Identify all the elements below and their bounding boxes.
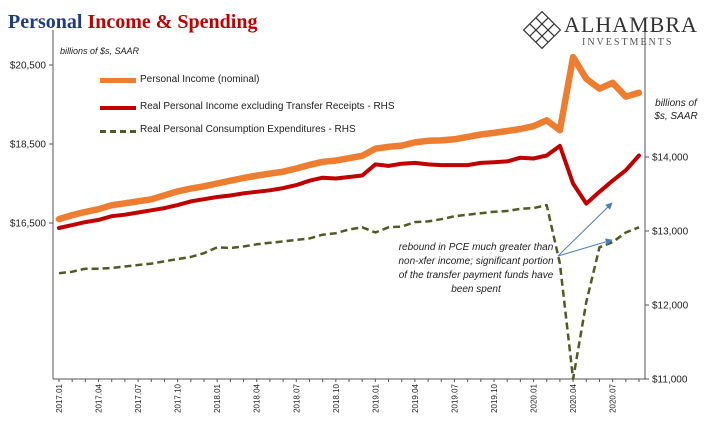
brand-name: ALHAMBRA xyxy=(564,12,698,37)
x-tick-label: 2018.01 xyxy=(213,383,222,412)
right-axis: $11,000 $12,000 $13,000 $14,000 xyxy=(645,153,689,386)
chart-title-part-2: Income & Spending xyxy=(87,11,258,33)
left-tick-label: $18,500 xyxy=(10,140,47,151)
annotation-arrow-income xyxy=(557,202,613,257)
x-axis: 2017.01 2017.04 2017.07 2017.10 2018.01 2018.… xyxy=(55,379,640,413)
left-tick-label: $16,500 xyxy=(10,219,47,230)
right-tick-label: $11,000 xyxy=(652,375,688,386)
x-tick-label: 2018.04 xyxy=(253,383,262,412)
x-tick-label: 2020.04 xyxy=(569,383,578,412)
chart-title: Personal Income & Spending xyxy=(8,11,257,34)
chart-title-part-1: Personal xyxy=(8,11,88,33)
annotation-text: rebound in PCE much greater than non-xfe… xyxy=(398,242,554,295)
x-tick-label: 2018.10 xyxy=(332,383,341,412)
brand-logo: ALHAMBRA INVESTMENTS xyxy=(522,8,702,52)
left-tick-label: $20,500 xyxy=(10,61,47,72)
annotation-arrows xyxy=(557,202,613,257)
x-tick-label: 2017.01 xyxy=(55,383,64,412)
plot-area xyxy=(55,53,643,381)
legend-label: Personal Income (nominal) xyxy=(140,74,260,85)
legend-label: Real Personal Consumption Expenditures -… xyxy=(140,124,356,135)
left-axis-units: billions of $s, SAAR xyxy=(60,46,140,56)
x-tick-label: 2017.04 xyxy=(95,383,104,412)
x-tick-label: 2018.07 xyxy=(292,383,301,412)
diamond-lattice-icon xyxy=(522,10,562,50)
series-line-real-income xyxy=(57,143,641,230)
x-tick-label: 2019.01 xyxy=(371,383,380,412)
annotation-arrow-pce xyxy=(557,238,613,257)
right-tick-label: $12,000 xyxy=(652,301,689,312)
right-axis-units: billions of $s, SAAR xyxy=(654,98,698,122)
legend-swatch-pce xyxy=(100,130,136,133)
legend-swatch-real-income xyxy=(100,106,136,110)
x-tick-label: 2020.07 xyxy=(609,383,618,412)
x-tick-label: 2020.01 xyxy=(530,383,539,412)
x-tick-label: 2019.04 xyxy=(411,383,420,412)
legend-swatch-personal-income xyxy=(100,78,136,83)
left-axis: $16,500 $18,500 $20,500 xyxy=(10,61,53,230)
brand-subtitle: INVESTMENTS xyxy=(582,37,674,48)
right-tick-label: $14,000 xyxy=(652,153,689,164)
x-tick-label: 2017.07 xyxy=(134,383,143,412)
series-line-personal-income xyxy=(55,53,643,223)
x-tick-label: 2019.10 xyxy=(490,383,499,412)
x-tick-label: 2019.07 xyxy=(450,383,459,412)
legend-label: Real Personal Income excluding Transfer … xyxy=(140,101,395,112)
x-tick-label: 2017.10 xyxy=(174,383,183,412)
right-tick-label: $13,000 xyxy=(652,227,689,238)
